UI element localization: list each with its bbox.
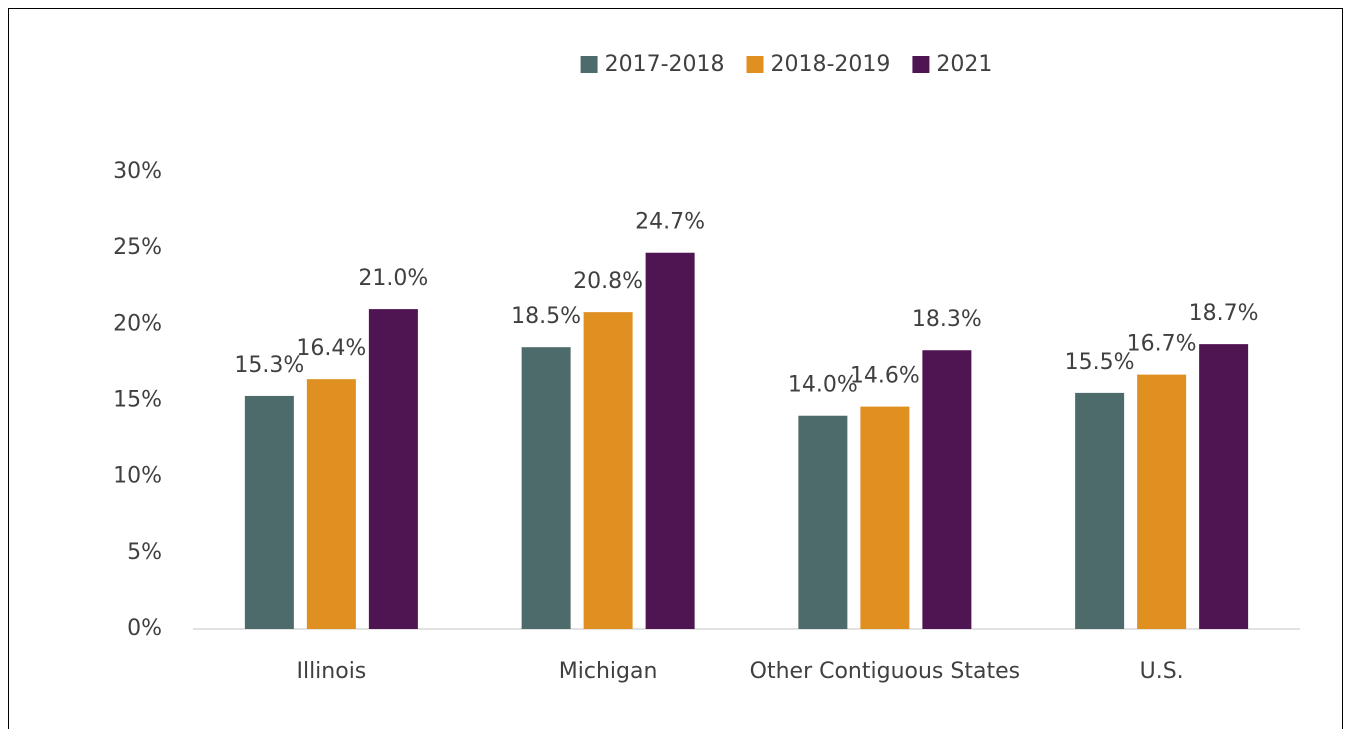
- bar: [244, 395, 294, 629]
- value-label: 18.7%: [1189, 301, 1259, 326]
- value-label: 18.3%: [912, 307, 982, 332]
- value-label: 16.7%: [1127, 332, 1197, 357]
- y-tick-label: 10%: [113, 464, 162, 489]
- bar: [521, 347, 571, 629]
- bar: [798, 415, 848, 629]
- legend-label: 2018-2019: [771, 52, 891, 77]
- value-label: 16.4%: [296, 336, 366, 361]
- legend-label: 2021: [936, 52, 992, 77]
- x-tick-label: Illinois: [296, 659, 366, 684]
- legend: 2017-2018 2018-2019 2021: [580, 52, 992, 77]
- value-label: 18.5%: [511, 304, 581, 329]
- legend-swatch: [746, 56, 764, 73]
- y-tick-label: 0%: [127, 616, 162, 641]
- bar: [368, 309, 418, 629]
- bar: [860, 406, 910, 629]
- value-label: 14.6%: [850, 364, 920, 389]
- bar: [1137, 374, 1187, 629]
- y-tick-label: 5%: [127, 540, 162, 565]
- legend-swatch: [912, 56, 930, 73]
- y-tick-label: 15%: [113, 388, 162, 413]
- x-tick-label: U.S.: [1140, 659, 1184, 684]
- value-label: 21.0%: [358, 266, 428, 291]
- y-tick-label: 25%: [113, 235, 162, 260]
- x-tick-label: Other Contiguous States: [750, 659, 1020, 684]
- value-label: 24.7%: [635, 210, 705, 235]
- bar: [1075, 392, 1125, 629]
- y-tick-label: 30%: [113, 159, 162, 184]
- bar: [583, 312, 633, 629]
- x-tick-label: Michigan: [559, 659, 658, 684]
- legend-swatch: [580, 56, 598, 73]
- value-label: 20.8%: [573, 269, 643, 294]
- bar: [306, 379, 356, 629]
- bar: [922, 350, 972, 629]
- bar: [645, 252, 695, 629]
- bar: [1199, 344, 1249, 629]
- chart-border: [8, 8, 1343, 729]
- legend-label: 2017-2018: [605, 52, 725, 77]
- value-label: 15.3%: [234, 353, 304, 378]
- y-tick-label: 20%: [113, 311, 162, 336]
- value-label: 15.5%: [1065, 350, 1135, 375]
- value-label: 14.0%: [788, 373, 858, 398]
